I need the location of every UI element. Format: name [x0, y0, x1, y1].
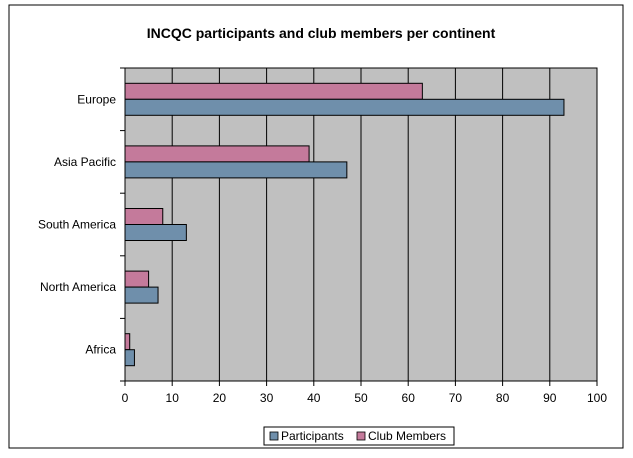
- x-tick-label-50: 50: [354, 391, 368, 405]
- x-tick-label-90: 90: [543, 391, 557, 405]
- bar-participants-south-america: [124, 224, 187, 241]
- legend-swatch-participants: [269, 431, 279, 441]
- x-tick-label-20: 20: [213, 391, 227, 405]
- legend-label-club-members: Club Members: [368, 429, 446, 443]
- x-tick-label-40: 40: [307, 391, 321, 405]
- grid-lines: [171, 68, 551, 381]
- bar-club-members-europe: [124, 82, 423, 100]
- bar-participants-north-america: [124, 286, 159, 304]
- chart-title: INCQC participants and club members per …: [147, 25, 496, 41]
- category-label-north-america: North America: [40, 280, 116, 294]
- bar-participants-asia-pacific: [124, 161, 348, 179]
- legend-swatch-club-members: [356, 431, 366, 441]
- bar-club-members-africa: [124, 333, 131, 351]
- x-tick-label-30: 30: [260, 391, 274, 405]
- legend-label-participants: Participants: [281, 429, 344, 443]
- x-tick-label-0: 0: [122, 391, 129, 405]
- x-tick-label-70: 70: [449, 391, 463, 405]
- x-tick-label-10: 10: [166, 391, 180, 405]
- bar-club-members-asia-pacific: [124, 145, 310, 163]
- x-tick-labels: 0 10 20 30 40 50 60 70 80 90 100: [122, 381, 607, 405]
- x-tick-label-80: 80: [496, 391, 510, 405]
- x-tick-label-100: 100: [587, 391, 607, 405]
- category-label-europe: Europe: [77, 92, 116, 106]
- x-tick-label-60: 60: [402, 391, 416, 405]
- bar-club-members-south-america: [124, 208, 164, 225]
- bar-club-members-north-america: [124, 270, 150, 288]
- category-label-south-america: South America: [38, 218, 116, 232]
- bar-participants-europe: [124, 98, 565, 116]
- category-label-asia-pacific: Asia Pacific: [54, 155, 116, 169]
- legend: Participants Club Members: [263, 426, 455, 446]
- category-label-africa: Africa: [85, 343, 116, 357]
- bars: [124, 82, 565, 367]
- category-labels: Europe Asia Pacific South America North Ame…: [38, 92, 116, 356]
- bar-participants-africa: [124, 349, 135, 367]
